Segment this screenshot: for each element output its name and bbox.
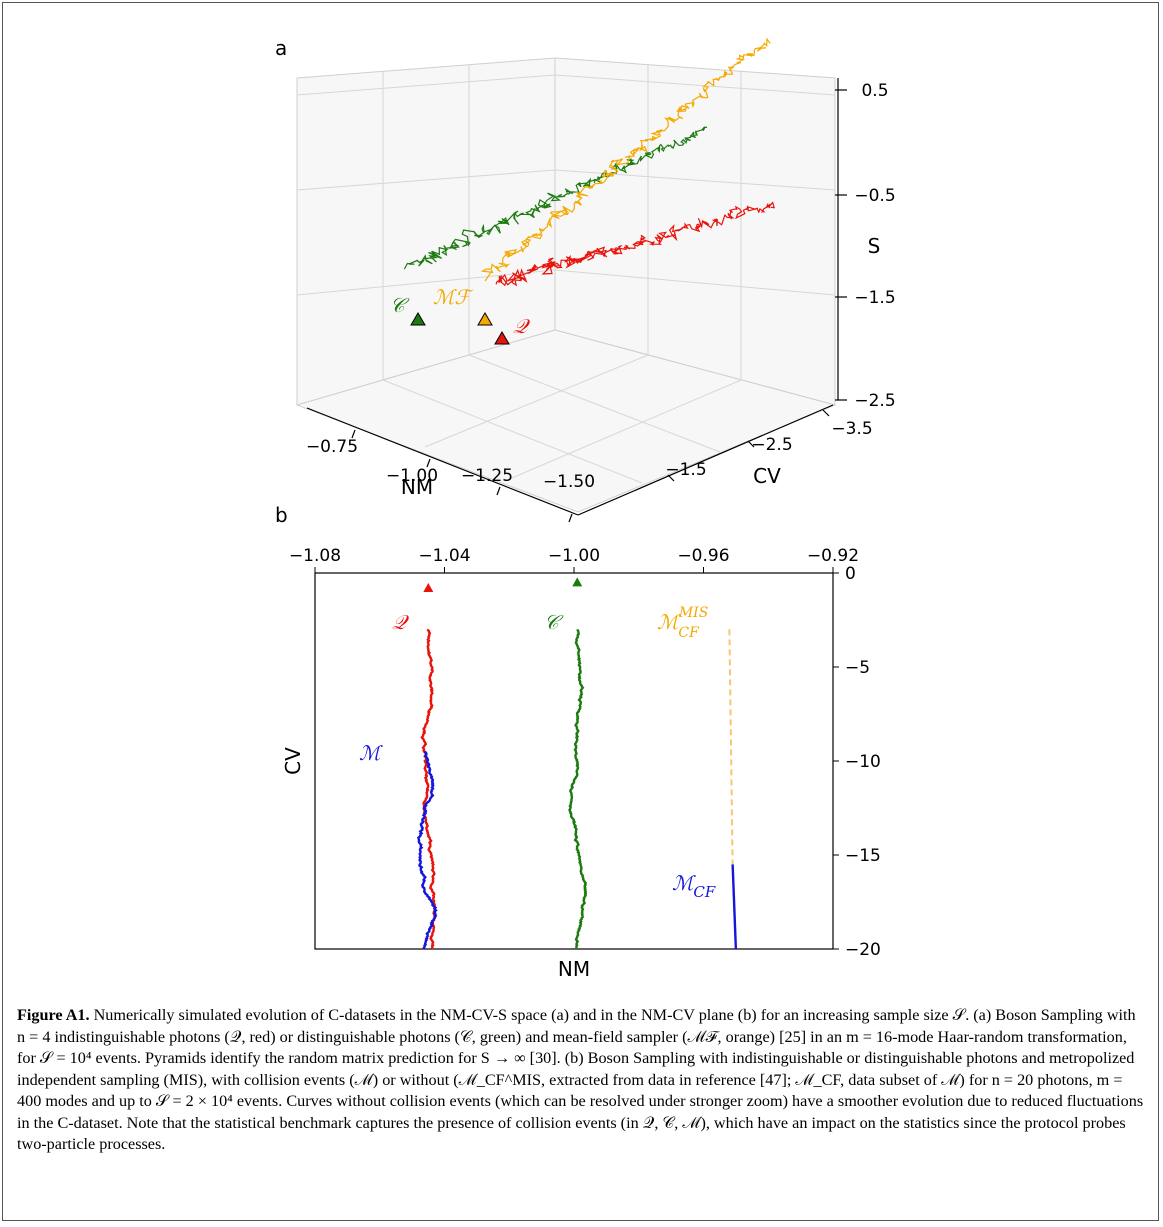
a-y-tick-2: −3.5 — [831, 419, 872, 439]
a-series-line-Q — [495, 201, 776, 287]
a-series-line-MF — [480, 37, 771, 282]
b-y-tick-label: −10 — [845, 752, 881, 772]
b-series-line-MCF-MIS — [728, 629, 734, 865]
b-marker-C — [572, 577, 583, 587]
b-x-tick-label: −1.04 — [418, 546, 470, 566]
b-series-line-C — [568, 628, 588, 950]
a-y-tick-1: −2.5 — [751, 435, 792, 455]
b-marker-Q — [423, 583, 434, 593]
panel-b-plot: −1.08 −1.04 −1.00 −0.96 −0.92 0 −5 −10 −15 −20 N… — [281, 546, 881, 981]
b-series-label-Q: 𝒬 — [392, 610, 410, 634]
b-y-tick-label: −5 — [845, 658, 870, 678]
b-x-tick-label: −1.08 — [289, 546, 341, 566]
a-series-label-MF: ℳℱ — [433, 285, 473, 309]
a-y-tick-0: −1.5 — [665, 460, 706, 480]
b-x-label: NM — [558, 957, 590, 981]
a-series-line-C — [403, 126, 708, 270]
a-x-tick-1: −1.00 — [386, 466, 438, 486]
a-x-tick-3: −1.50 — [543, 472, 595, 492]
b-y-label: CV — [281, 747, 305, 775]
a-series-label-Q: 𝒬 — [513, 314, 531, 338]
b-x-tick-label: −0.96 — [677, 546, 729, 566]
b-series-label-MCF-MIS: ℳCFMIS — [657, 605, 708, 641]
b-x-tick-label: −0.92 — [807, 546, 859, 566]
a-z-tick-3: −2.5 — [854, 391, 895, 411]
b-series-label-M: ℳ — [359, 741, 383, 765]
a-z-label: S — [868, 234, 881, 258]
a-marker-MF — [477, 312, 493, 326]
b-series-line-M — [417, 750, 438, 950]
a-x-tick-0: −0.75 — [306, 437, 358, 457]
b-series-line-Q — [420, 628, 437, 950]
a-z-tick-2: −1.5 — [854, 288, 895, 308]
caption-label: Figure A1. — [17, 1006, 90, 1024]
panel-b-label: b — [275, 503, 288, 527]
a-marker-Q — [494, 331, 510, 345]
3d-wall-frame — [295, 57, 837, 513]
b-y-tick-label: −20 — [845, 940, 881, 960]
3d-axes — [306, 78, 839, 516]
figure-caption: Figure A1. Numerically simulated evoluti… — [17, 1005, 1145, 1156]
a-x-label: NM — [401, 475, 433, 499]
a-x-tick-2: −1.25 — [461, 466, 513, 486]
panel-a-label: a — [275, 36, 287, 60]
b-series-label-MCF: ℳCF — [672, 871, 716, 901]
b-y-tick-label: 0 — [845, 564, 856, 584]
figure-svg: a — [275, 36, 896, 981]
b-y-tick-label: −15 — [845, 846, 881, 866]
panel-a-3d-plot: −0.75 −1.00 −1.25 −1.50 NM −1.5 −2.5 −3.… — [295, 37, 896, 523]
b-series-label-C: 𝒞 — [544, 610, 564, 634]
a-z-tick-1: −0.5 — [854, 186, 895, 206]
b-x-tick-label: −1.00 — [548, 546, 600, 566]
3d-gridlines — [296, 65, 836, 484]
b-series-line-MCF — [731, 864, 738, 950]
a-z-tick-0: 0.5 — [861, 81, 888, 101]
caption-text: Numerically simulated evolution of C-dat… — [17, 1006, 1144, 1153]
a-y-label: CV — [753, 464, 781, 488]
a-marker-C — [410, 312, 426, 326]
